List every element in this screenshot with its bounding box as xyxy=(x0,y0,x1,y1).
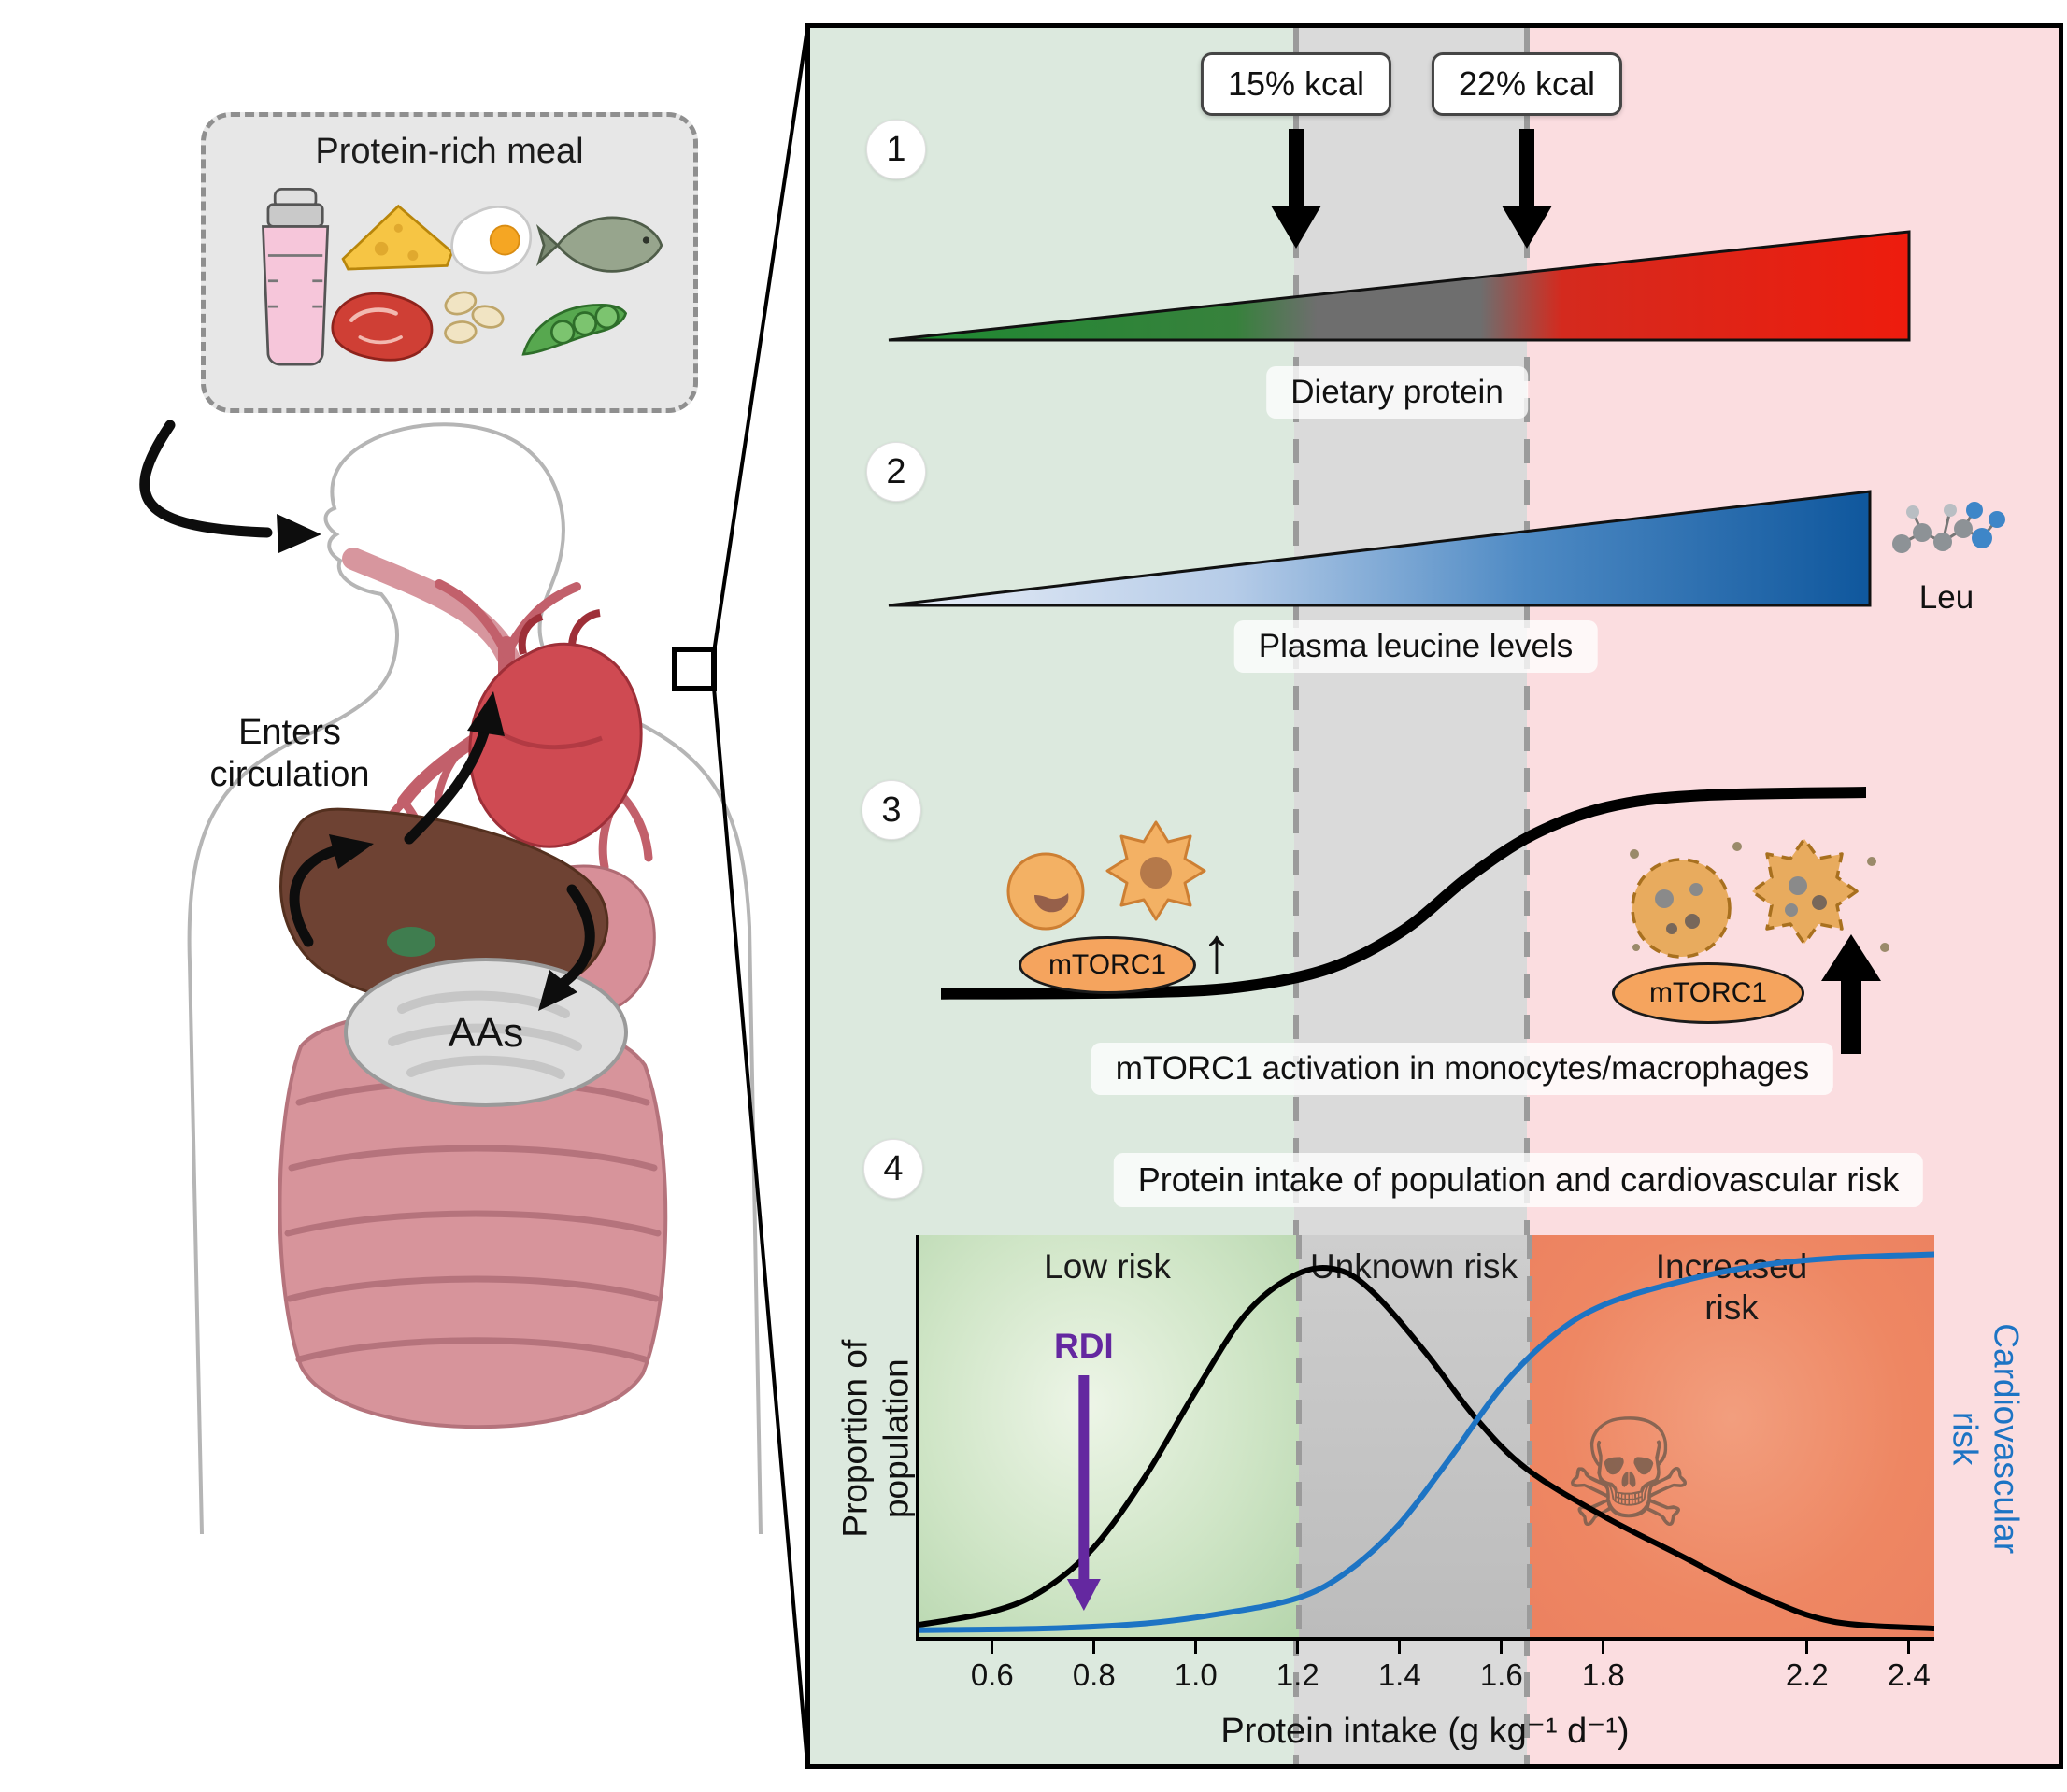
down-arrow-icon xyxy=(1502,129,1552,249)
x-tick xyxy=(1602,1641,1605,1654)
zoom-line-bottom xyxy=(712,687,809,1765)
step-1-badge: 1 xyxy=(866,120,926,179)
x-tick-label: 1.2 xyxy=(1276,1657,1319,1692)
beans-icon xyxy=(444,291,505,344)
leucine-gradient-wedge xyxy=(888,490,1872,607)
x-axis-title: Protein intake (g kg⁻¹ d⁻¹) xyxy=(1220,1712,1630,1751)
mtorc1-badge-left: mTORC1 xyxy=(1019,936,1196,994)
x-tick xyxy=(1500,1641,1504,1654)
dietary-protein-label: Dietary protein xyxy=(1266,366,1528,419)
x-tick-label: 0.8 xyxy=(1072,1657,1116,1692)
flow-arrows xyxy=(139,420,595,1011)
x-tick-label: 2.2 xyxy=(1785,1657,1829,1692)
low-risk-label: Low risk xyxy=(1044,1247,1171,1286)
rdi-label: RDI xyxy=(1053,1327,1114,1365)
gallbladder xyxy=(387,927,435,957)
fried-egg-icon xyxy=(450,206,532,275)
mtorc1-badge-right: mTORC1 xyxy=(1612,962,1804,1024)
enters-circulation-label: Enters circulation xyxy=(209,713,370,794)
arrow-to-aas-icon xyxy=(555,884,595,990)
liver xyxy=(279,807,609,1007)
y-axis xyxy=(916,1235,919,1641)
y-axis-title-right: Cardiovascular risk xyxy=(1946,1323,2026,1555)
plasma-leucine-label: Plasma leucine levels xyxy=(1233,620,1598,673)
threshold-line-22pct xyxy=(1527,1235,1532,1641)
cheese-icon xyxy=(341,204,454,271)
arrow-to-heart-icon xyxy=(404,727,490,845)
x-tick xyxy=(1805,1641,1809,1654)
risk-chart: Low risk Unknown risk Increased risk ☠ R… xyxy=(916,1235,1934,1751)
zoom-source-square xyxy=(672,647,717,691)
x-tick-label: 1.4 xyxy=(1377,1657,1421,1692)
intestines xyxy=(278,1007,668,1429)
meal-box-title: Protein-rich meal xyxy=(315,132,584,171)
monocyte-macrophage-icons xyxy=(1006,820,1206,931)
up-arrow-bold-icon xyxy=(1821,934,1881,1054)
x-tick xyxy=(1092,1641,1096,1654)
risk-chart-title: Protein intake of population and cardiov… xyxy=(1113,1153,1924,1207)
threshold-line-15pct xyxy=(1293,28,1299,1764)
increased-risk-zone xyxy=(1530,1235,1934,1641)
leucine-molecule-icon xyxy=(1892,502,2005,553)
step-3-badge: 3 xyxy=(862,780,921,840)
dietary-protein-gradient-wedge xyxy=(888,230,1911,342)
kcal-15-label: 15% kcal xyxy=(1200,52,1392,116)
threshold-line-15pct xyxy=(1296,1235,1302,1641)
x-tick xyxy=(991,1641,994,1654)
x-tick-label: 0.6 xyxy=(970,1657,1014,1692)
down-arrow-icon xyxy=(1271,129,1321,249)
arrow-meal-to-mouth-icon xyxy=(139,420,273,538)
zoom-panel: 15% kcal 22% kcal 1 Dietary protein 2 xyxy=(805,23,2063,1769)
mtorc1-activation-curve xyxy=(941,787,1866,1000)
kcal-22-label: 22% kcal xyxy=(1431,52,1623,116)
unknown-risk-label: Unknown risk xyxy=(1309,1247,1518,1286)
step-4-badge: 4 xyxy=(863,1139,923,1199)
x-tick-label: 1.0 xyxy=(1174,1657,1218,1692)
aas-bubble: AAs xyxy=(344,958,628,1107)
arrow-to-liver-icon xyxy=(289,845,342,947)
threshold-line-22pct xyxy=(1524,28,1530,1764)
heart-icon xyxy=(468,609,643,848)
x-tick xyxy=(1907,1641,1911,1654)
fish-icon xyxy=(535,216,663,273)
pea-pod-icon xyxy=(521,303,628,356)
x-tick-label: 1.8 xyxy=(1581,1657,1625,1692)
mtorc1-activation-label: mTORC1 activation in monocytes/macrophag… xyxy=(1091,1043,1834,1095)
leu-label: Leu xyxy=(1918,579,1974,616)
aas-label: AAs xyxy=(449,1010,524,1056)
y-axis-title-left: Proportion of population xyxy=(835,1339,915,1538)
x-axis xyxy=(916,1637,1934,1641)
x-tick xyxy=(1398,1641,1402,1654)
up-arrow-icon: ↑ xyxy=(1201,915,1233,986)
zoom-line-top xyxy=(712,27,809,653)
x-tick xyxy=(1194,1641,1198,1654)
activated-macrophage-icons xyxy=(1630,837,1889,959)
meat-icon xyxy=(331,292,434,362)
skull-icon: ☠ xyxy=(1561,1387,1696,1561)
protein-shake-icon xyxy=(262,188,330,366)
x-tick-label: 1.6 xyxy=(1479,1657,1523,1692)
step-2-badge: 2 xyxy=(866,442,926,502)
x-tick-label: 2.4 xyxy=(1887,1657,1931,1692)
risk-chart-curves xyxy=(916,1251,1934,1633)
meal-box: Protein-rich meal xyxy=(201,112,698,413)
food-icons xyxy=(262,188,663,366)
x-tick xyxy=(1296,1641,1300,1654)
low-risk-zone xyxy=(916,1235,1299,1641)
